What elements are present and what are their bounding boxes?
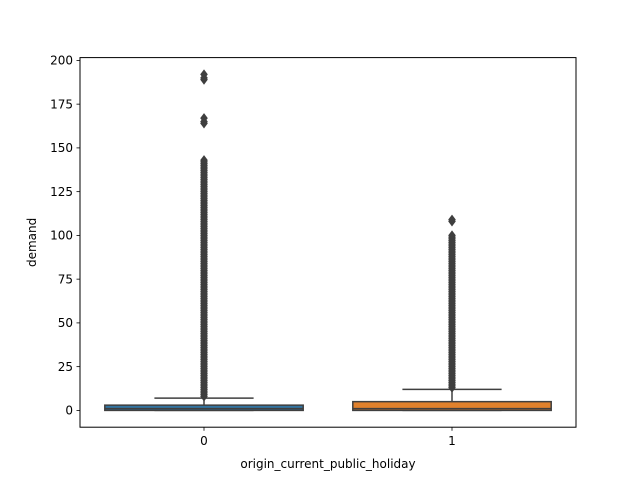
outlier-point xyxy=(200,113,208,124)
y-axis-label: demand xyxy=(25,218,39,267)
outlier-point xyxy=(448,230,456,241)
plot-frame xyxy=(79,57,577,428)
x-axis-label: origin_current_public_holiday xyxy=(240,457,415,471)
x-tick-label: 1 xyxy=(448,434,456,448)
box-group-1 xyxy=(352,214,552,412)
y-tick-label: 50 xyxy=(58,316,73,330)
y-tick-label: 200 xyxy=(50,54,73,68)
x-tick-label: 0 xyxy=(200,434,208,448)
plot-layer xyxy=(104,69,552,412)
y-tick-label: 0 xyxy=(65,404,73,418)
box-body xyxy=(104,404,304,412)
y-tick-label: 125 xyxy=(50,185,73,199)
outlier-point xyxy=(200,155,208,166)
outlier-point xyxy=(200,69,208,80)
y-tick-label: 75 xyxy=(58,272,73,286)
box-body xyxy=(352,400,552,412)
outlier-point xyxy=(448,214,456,225)
y-tick-label: 25 xyxy=(58,360,73,374)
y-axis: 0 25 50 75 100 125 150 175 200 xyxy=(50,54,80,418)
y-tick-label: 175 xyxy=(50,97,73,111)
y-tick-label: 150 xyxy=(50,141,73,155)
box-group-0 xyxy=(104,69,304,412)
y-tick-label: 100 xyxy=(50,229,73,243)
